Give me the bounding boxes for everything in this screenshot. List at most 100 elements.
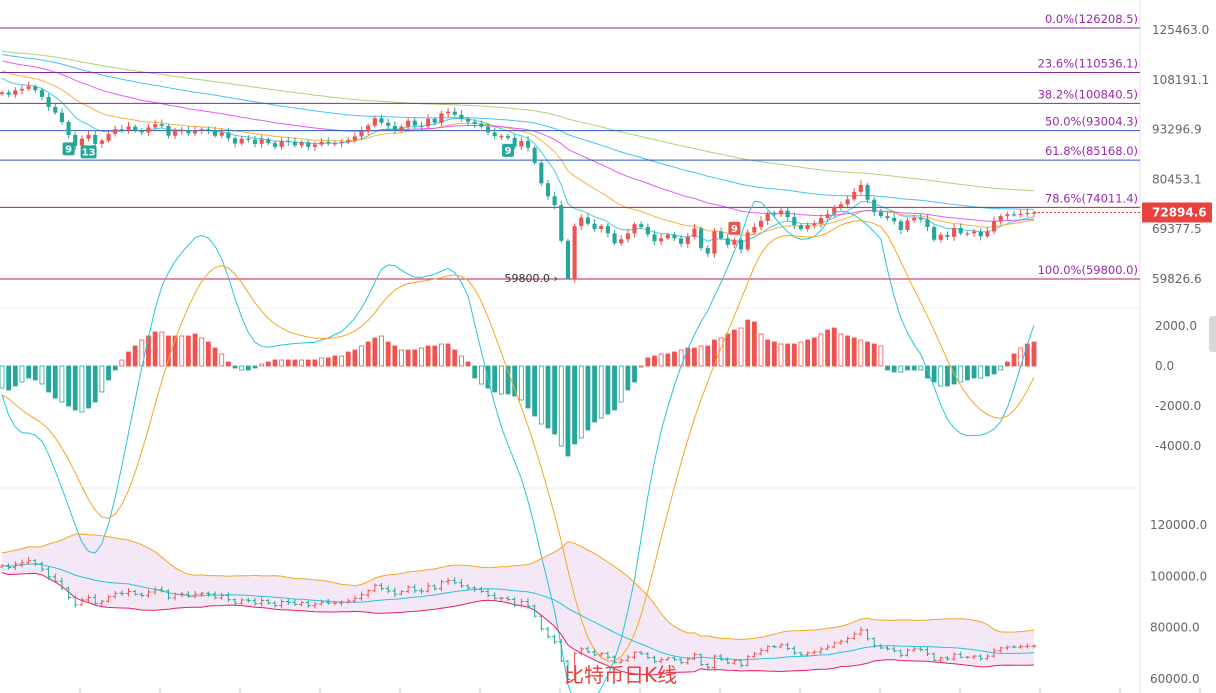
ohlc-bar	[239, 598, 245, 605]
macd-histogram-bar	[259, 363, 265, 367]
candle-body	[372, 118, 377, 126]
ohlc-bar	[618, 658, 624, 664]
candle	[778, 207, 784, 217]
macd-histogram-bar	[412, 349, 418, 367]
macd-histogram-bar	[432, 345, 438, 367]
ohlc-bar	[465, 584, 471, 591]
candle	[512, 134, 517, 150]
ohlc-bar	[32, 559, 38, 566]
candle-body	[652, 234, 657, 242]
macd-histogram-bar	[818, 333, 824, 367]
ohlc-bar	[572, 651, 578, 682]
ohlc-bar	[205, 591, 211, 597]
candle-body	[399, 126, 404, 131]
macd-histogram-bar	[66, 365, 71, 407]
macd-histogram-bar	[838, 333, 844, 367]
candle	[898, 219, 903, 234]
candle-body	[832, 206, 837, 215]
candle	[952, 223, 957, 241]
candle-body	[446, 111, 451, 114]
candle-body	[26, 86, 31, 89]
ohlc-bar	[132, 590, 138, 596]
candle	[705, 245, 710, 257]
candle-body	[113, 129, 118, 134]
candle-body	[758, 220, 764, 228]
ohlc-bar	[718, 654, 724, 661]
panel-resize-handle[interactable]	[1209, 316, 1216, 352]
ohlc-bar	[891, 646, 897, 653]
ohlc-bar	[418, 587, 424, 595]
marker-label: 9	[731, 224, 738, 235]
ohlc-bar	[931, 652, 937, 662]
candle	[798, 223, 804, 231]
candle-body	[252, 139, 258, 144]
macd-histogram-bar	[512, 365, 518, 397]
ohlc-bar	[632, 651, 638, 660]
candle	[412, 117, 417, 129]
macd-histogram-bar	[106, 365, 111, 381]
candle	[46, 93, 51, 111]
ohlc-bar	[971, 654, 977, 659]
candle-body	[1011, 214, 1017, 216]
ohlc-bar	[911, 647, 917, 652]
macd-histogram-bar	[86, 365, 91, 409]
ohlc-bar	[398, 590, 404, 596]
candle-body	[452, 111, 457, 115]
macd-tick-label: -2000.0	[1155, 399, 1201, 413]
candle-body	[732, 239, 737, 245]
ohlc-bar	[165, 589, 171, 600]
macd-histogram-bar	[712, 339, 717, 367]
candle	[838, 201, 843, 211]
candle	[439, 110, 444, 127]
ohlc-bar	[285, 598, 291, 606]
price-tick-label: 80453.1	[1152, 172, 1202, 186]
candle-body	[932, 227, 937, 240]
candle	[905, 217, 910, 232]
macd-histogram-bar	[805, 339, 811, 367]
candle-body	[1018, 213, 1023, 216]
ohlc-bar	[345, 598, 351, 604]
macd-histogram-bar	[545, 365, 551, 429]
candle	[186, 126, 191, 136]
ohlc-bar	[845, 636, 851, 644]
ohlc-bar	[532, 604, 538, 618]
candle	[745, 229, 750, 252]
ohlc-bar	[838, 639, 844, 645]
candle	[738, 237, 744, 254]
ohlc-bar	[332, 601, 338, 606]
candle-body	[279, 140, 284, 147]
low-price-label: 59800.0 ›	[505, 272, 558, 285]
macd-histogram-bar	[179, 335, 185, 367]
candle-body	[852, 191, 857, 200]
macd-histogram-bar	[931, 365, 937, 383]
candle	[392, 121, 397, 135]
ohlc-bar	[99, 599, 105, 607]
ohlc-bar	[651, 655, 657, 664]
macd-histogram-bar	[166, 335, 171, 367]
macd-histogram-bar	[285, 359, 291, 367]
ohlc-bar	[339, 600, 345, 606]
ohlc-bar	[825, 644, 831, 651]
candle-body	[912, 218, 917, 221]
candle	[872, 197, 877, 217]
candle	[918, 214, 923, 223]
candle	[286, 136, 291, 147]
candle-body	[605, 226, 610, 234]
candle	[6, 89, 11, 98]
candle-body	[93, 134, 98, 144]
candle-body	[299, 142, 304, 146]
macd-histogram-bar	[698, 345, 704, 367]
ohlc-bar	[59, 577, 65, 591]
price-tick-label: 59826.6	[1152, 272, 1202, 286]
candle-body	[898, 221, 903, 230]
macd-histogram-bar	[885, 365, 890, 371]
last-price-box	[1142, 202, 1212, 223]
marker-label: 13	[82, 147, 96, 158]
candle	[279, 137, 284, 151]
ohlc-bar	[232, 598, 238, 607]
candle	[452, 107, 457, 117]
candle	[998, 214, 1003, 225]
candle	[319, 137, 324, 147]
ohlc-bar	[119, 590, 125, 596]
candle	[39, 87, 45, 101]
